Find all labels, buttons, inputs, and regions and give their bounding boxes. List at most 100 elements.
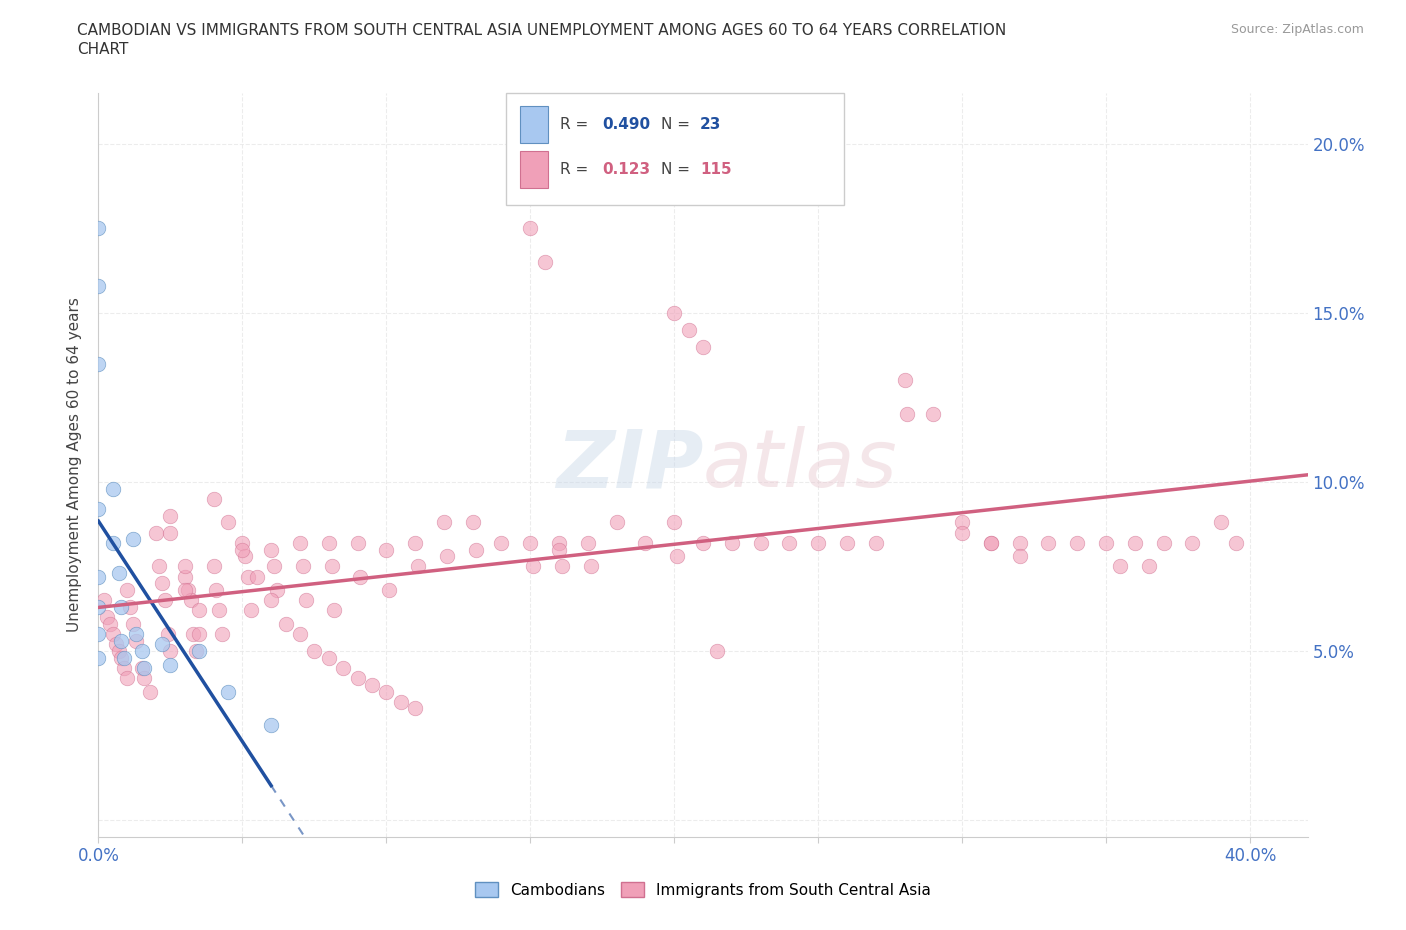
Point [664,305,686,320]
Point [346,671,368,685]
Point [112,660,135,675]
Point [404,536,426,551]
Point [110,633,132,648]
Point [606,515,628,530]
Point [692,536,714,551]
Text: N =: N = [661,162,695,177]
Point [634,536,657,551]
Point [436,549,458,564]
Point [176,583,198,598]
Point [950,515,973,530]
Point [706,644,728,658]
Point [533,255,555,270]
Point [87,650,110,665]
Point [294,592,316,607]
Point [148,559,170,574]
Point [208,603,231,618]
Point [318,650,340,665]
Point [96,610,118,625]
Point [246,569,269,584]
Point [1181,536,1204,551]
Point [159,525,181,540]
Point [551,559,574,574]
Point [288,627,311,642]
Point [101,627,124,642]
Point [115,671,138,685]
Point [1137,559,1160,574]
Point [548,542,571,557]
Text: R =: R = [560,162,598,177]
Point [150,576,173,591]
Point [131,644,153,658]
Point [519,220,541,235]
Point [980,536,1002,551]
Text: 23: 23 [700,117,721,132]
Point [93,592,115,607]
Point [156,627,179,642]
Point [211,627,233,642]
Point [835,536,858,551]
Point [107,565,129,580]
Point [522,559,544,574]
Point [110,650,132,665]
Point [346,536,368,551]
Text: ZIP: ZIP [555,426,703,504]
Point [87,600,110,615]
Text: R =: R = [560,117,593,132]
Point [1008,536,1031,551]
Point [464,542,486,557]
Point [263,559,285,574]
Point [678,323,700,338]
Point [233,549,256,564]
Point [896,406,918,421]
Point [87,220,110,235]
Point [778,536,800,551]
Point [173,559,195,574]
Point [186,644,208,658]
Point [291,559,314,574]
Point [361,677,384,692]
Point [332,660,354,675]
Point [202,559,225,574]
Point [231,542,253,557]
Point [125,633,148,648]
Point [145,525,167,540]
Point [173,583,195,598]
Point [101,481,124,496]
Point [893,373,915,388]
Point [865,536,887,551]
Point [139,684,162,699]
Point [491,536,513,551]
Y-axis label: Unemployment Among Ages 60 to 64 years: Unemployment Among Ages 60 to 64 years [67,298,83,632]
Point [519,536,541,551]
Point [288,536,311,551]
Point [404,701,426,716]
Point [183,627,205,642]
Point [180,592,202,607]
Point [579,559,602,574]
Point [375,684,398,699]
Text: CAMBODIAN VS IMMIGRANTS FROM SOUTH CENTRAL ASIA UNEMPLOYMENT AMONG AGES 60 TO 64: CAMBODIAN VS IMMIGRANTS FROM SOUTH CENTR… [77,23,1007,38]
Text: N =: N = [661,117,695,132]
Point [87,278,110,293]
Point [231,536,253,551]
Point [98,617,121,631]
Point [87,569,110,584]
Point [134,660,156,675]
Point [576,536,599,551]
Point [318,536,340,551]
Point [87,356,110,371]
Point [217,515,239,530]
Point [153,592,176,607]
Point [87,501,110,516]
Point [188,603,211,618]
Point [1211,515,1233,530]
Point [807,536,830,551]
Point [260,718,283,733]
Point [159,644,181,658]
Point [321,559,343,574]
Point [433,515,456,530]
Point [134,671,156,685]
Point [125,627,148,642]
Point [304,644,326,658]
